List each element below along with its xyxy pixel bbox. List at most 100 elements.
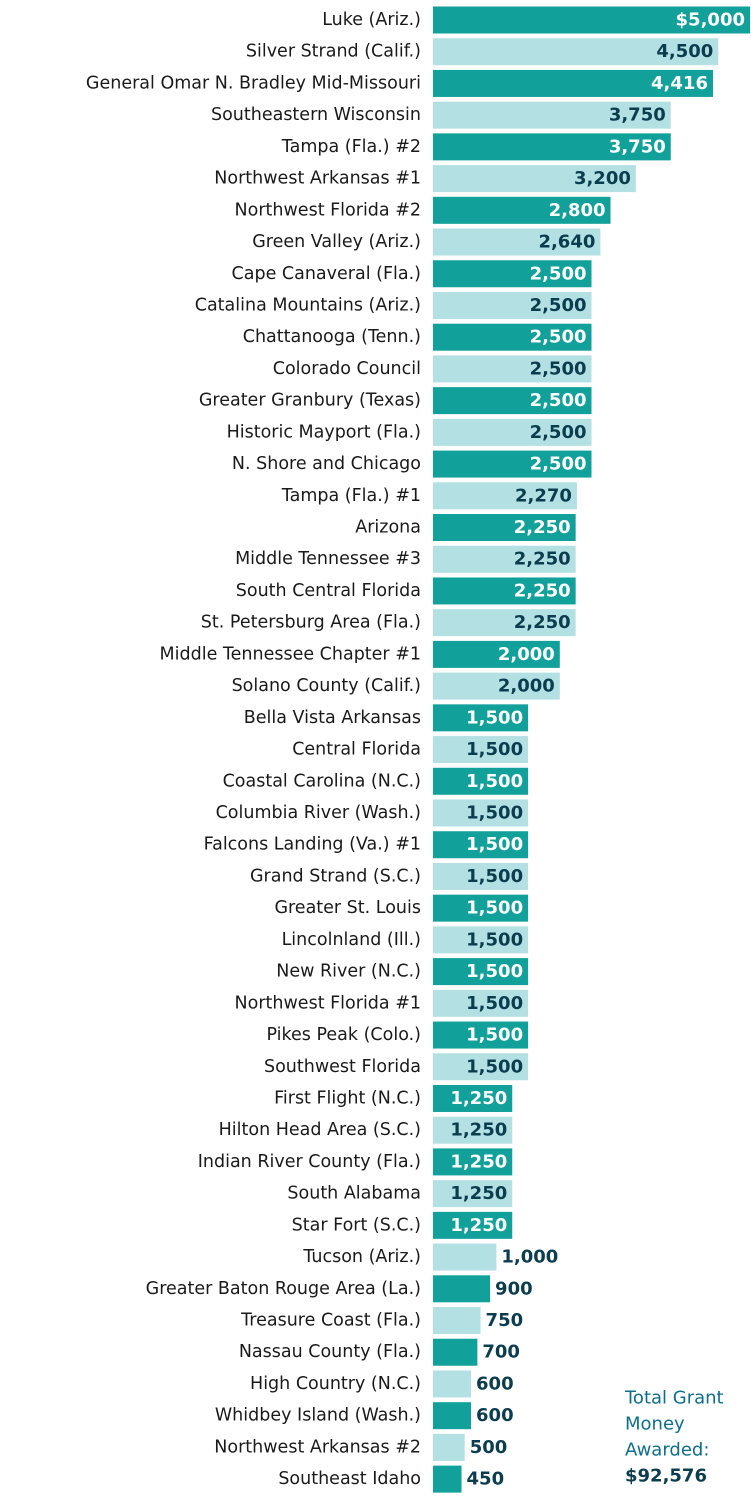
category-label: Middle Tennessee #3	[235, 549, 421, 569]
category-label: Greater Granbury (Texas)	[199, 391, 421, 411]
category-label: Columbia River (Wash.)	[216, 803, 421, 823]
category-label: South Central Florida	[236, 581, 421, 601]
value-label: 2,500	[530, 390, 587, 411]
bar	[433, 38, 719, 66]
bar	[433, 672, 560, 700]
value-label: 2,640	[538, 232, 595, 253]
value-label: 3,750	[609, 105, 666, 126]
category-label: Bella Vista Arkansas	[244, 708, 421, 728]
category-label: High Country (N.C.)	[250, 1374, 421, 1394]
bar	[433, 355, 592, 383]
category-label: Southwest Florida	[264, 1057, 421, 1077]
value-label: 1,500	[466, 1025, 523, 1046]
bar	[433, 291, 592, 319]
value-label: 1,500	[466, 834, 523, 855]
bar	[433, 704, 529, 732]
bar	[433, 418, 592, 446]
category-label: Greater Baton Rouge Area (La.)	[146, 1279, 421, 1299]
bar	[433, 1148, 513, 1176]
value-label: 2,250	[514, 517, 571, 538]
bar	[433, 1307, 481, 1335]
value-label: 1,000	[501, 1247, 558, 1268]
bar	[433, 482, 577, 510]
value-label: 1,500	[466, 771, 523, 792]
bar	[433, 450, 592, 478]
value-label: 2,800	[549, 200, 606, 221]
category-label: Tampa (Fla.) #2	[281, 137, 421, 157]
bar	[433, 736, 529, 764]
bar	[433, 1465, 462, 1493]
value-label: 1,500	[466, 739, 523, 760]
category-label: Solano County (Calif.)	[232, 676, 421, 696]
bar	[433, 1433, 465, 1461]
value-label: 600	[476, 1373, 514, 1394]
category-label: Greater St. Louis	[274, 898, 421, 918]
category-label: Whidbey Island (Wash.)	[215, 1406, 421, 1426]
bar	[433, 1402, 472, 1430]
category-label: Southeast Idaho	[278, 1469, 421, 1489]
bar	[433, 387, 592, 415]
bar	[433, 1021, 529, 1049]
bar	[433, 196, 611, 224]
bar	[433, 609, 576, 637]
value-label: 1,250	[450, 1215, 507, 1236]
category-label: Nassau County (Fla.)	[239, 1342, 421, 1362]
bar	[433, 6, 750, 34]
value-label: 1,500	[466, 707, 523, 728]
bar	[433, 1370, 472, 1398]
value-label: 1,250	[450, 1151, 507, 1172]
value-label: 1,500	[466, 898, 523, 919]
category-label: Colorado Council	[273, 359, 421, 379]
value-label: 2,250	[514, 612, 571, 633]
bar	[433, 926, 529, 954]
category-label: Silver Strand (Calif.)	[246, 42, 421, 62]
bar	[433, 323, 592, 351]
category-label: Northwest Arkansas #2	[214, 1437, 421, 1457]
value-label: 2,500	[530, 327, 587, 348]
category-label: Tampa (Fla.) #1	[281, 486, 421, 506]
category-label: Historic Mayport (Fla.)	[227, 422, 421, 442]
value-label: 900	[495, 1278, 533, 1299]
bar	[433, 260, 592, 288]
bar	[433, 577, 576, 605]
value-label: 4,416	[651, 73, 708, 94]
value-label: 450	[467, 1469, 505, 1490]
category-label: Grand Strand (S.C.)	[250, 866, 421, 886]
bar	[433, 1116, 513, 1144]
value-label: 2,250	[514, 549, 571, 570]
category-label: Treasure Coast (Fla.)	[240, 1311, 421, 1331]
value-label: 2,500	[530, 295, 587, 316]
category-label: Cape Canaveral (Fla.)	[232, 264, 421, 284]
category-label: Catalina Mountains (Ariz.)	[195, 295, 421, 315]
category-label: Coastal Carolina (N.C.)	[223, 771, 421, 791]
total-value: $92,576	[625, 1466, 707, 1487]
category-label: Northwest Florida #1	[235, 993, 421, 1013]
value-label: 750	[486, 1310, 524, 1331]
value-label: $5,000	[676, 10, 745, 31]
bar	[433, 1338, 478, 1366]
category-label: Chattanooga (Tenn.)	[243, 327, 421, 347]
value-label: 1,500	[466, 929, 523, 950]
value-label: 2,250	[514, 580, 571, 601]
bar	[433, 228, 601, 256]
value-label: 2,000	[498, 644, 555, 665]
category-label: Luke (Ariz.)	[322, 10, 421, 30]
category-label: Southeastern Wisconsin	[211, 105, 421, 125]
bar	[433, 989, 529, 1017]
category-label: Indian River County (Fla.)	[198, 1152, 421, 1172]
bar	[433, 1053, 529, 1081]
category-label: New River (N.C.)	[276, 962, 421, 982]
value-label: 700	[482, 1342, 520, 1363]
category-label: Central Florida	[292, 740, 421, 760]
bar	[433, 1084, 513, 1112]
total-note: Awarded:	[625, 1440, 709, 1461]
category-label: Pikes Peak (Colo.)	[266, 1025, 421, 1045]
bar	[433, 799, 529, 827]
value-label: 3,200	[574, 168, 631, 189]
value-label: 2,500	[530, 422, 587, 443]
total-note: Total Grant	[624, 1388, 724, 1409]
category-label: Hilton Head Area (S.C.)	[219, 1120, 421, 1140]
value-label: 1,500	[466, 866, 523, 887]
